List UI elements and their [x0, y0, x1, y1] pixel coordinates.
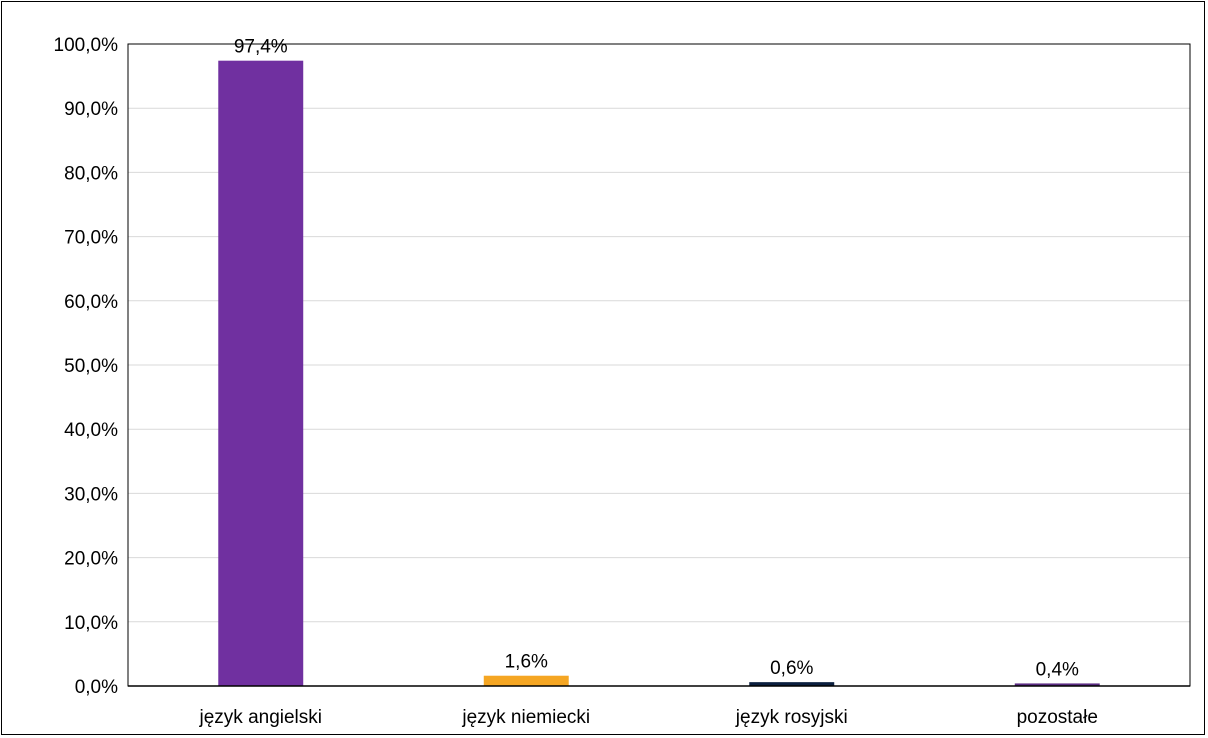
- x-category-label: język niemiecki: [461, 707, 590, 728]
- bar-4: [1014, 683, 1100, 686]
- y-tick-label: 0,0%: [75, 677, 118, 698]
- x-category-label: język rosyjski: [735, 707, 848, 728]
- y-tick-label: 10,0%: [64, 613, 118, 634]
- y-tick-label: 100,0%: [54, 35, 119, 56]
- data-label: 97,4%: [234, 37, 288, 58]
- y-tick-label: 50,0%: [64, 356, 118, 377]
- data-label: 0,4%: [1036, 659, 1079, 680]
- y-tick-label: 90,0%: [64, 99, 118, 120]
- y-tick-label: 30,0%: [64, 484, 118, 505]
- bar-2: [483, 675, 569, 686]
- data-label: 0,6%: [770, 658, 813, 679]
- bar-3: [749, 682, 835, 686]
- bar-1: [218, 60, 304, 686]
- x-category-label: pozostałe: [1017, 707, 1098, 728]
- y-tick-label: 20,0%: [64, 549, 118, 570]
- y-tick-label: 60,0%: [64, 292, 118, 313]
- data-label: 1,6%: [505, 652, 548, 673]
- y-tick-label: 80,0%: [64, 163, 118, 184]
- x-category-label: język angielski: [199, 707, 323, 728]
- y-tick-label: 40,0%: [64, 420, 118, 441]
- y-tick-label: 70,0%: [64, 228, 118, 249]
